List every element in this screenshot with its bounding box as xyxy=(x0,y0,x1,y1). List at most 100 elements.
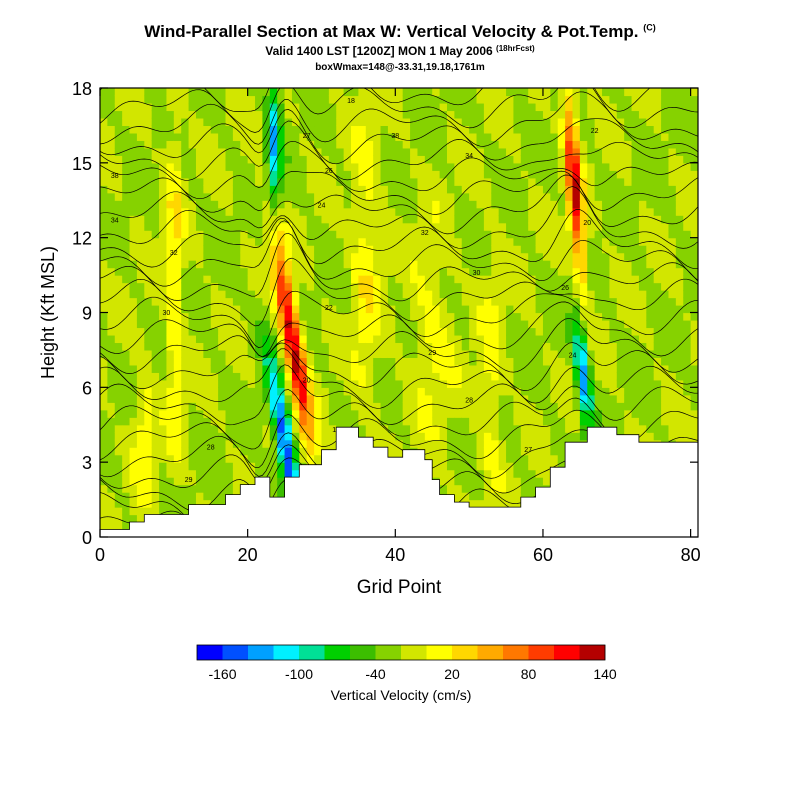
field-cell xyxy=(247,185,256,194)
field-cell xyxy=(542,170,551,179)
field-cell xyxy=(373,170,382,179)
field-cell xyxy=(535,117,544,127)
field-cell xyxy=(683,95,692,104)
field-cell xyxy=(240,462,249,471)
field-cell xyxy=(476,379,485,388)
field-cell xyxy=(557,177,566,186)
field-cell xyxy=(262,424,271,433)
field-cell xyxy=(550,95,559,104)
field-cell xyxy=(476,462,485,471)
field-cell xyxy=(262,117,271,127)
field-cell xyxy=(624,252,633,261)
field-cell xyxy=(520,290,529,299)
field-cell xyxy=(100,267,108,276)
field-cell xyxy=(565,357,574,366)
field-cell xyxy=(291,177,300,186)
field-cell xyxy=(269,477,278,486)
field-cell xyxy=(218,102,227,112)
field-cell xyxy=(107,297,116,306)
field-cell xyxy=(683,364,692,373)
field-cell xyxy=(247,170,256,179)
field-cell xyxy=(579,140,588,149)
field-cell xyxy=(122,327,131,336)
field-cell xyxy=(373,260,382,269)
field-cell xyxy=(218,409,227,418)
field-cell xyxy=(557,260,566,269)
field-cell xyxy=(210,372,219,381)
field-cell xyxy=(432,110,441,119)
field-cell xyxy=(314,319,323,329)
field-cell xyxy=(136,305,145,314)
field-cell xyxy=(446,237,455,246)
field-cell xyxy=(565,342,574,351)
field-cell xyxy=(661,222,670,231)
field-cell xyxy=(476,155,485,164)
field-cell xyxy=(195,252,204,261)
field-cell xyxy=(572,102,581,112)
field-cell xyxy=(114,200,123,209)
colorbar-swatch xyxy=(503,645,529,660)
field-cell xyxy=(114,102,123,112)
field-cell xyxy=(402,192,411,201)
field-cell xyxy=(432,297,441,306)
field-cell xyxy=(210,260,219,269)
field-cell xyxy=(387,147,396,156)
field-cell xyxy=(483,327,492,336)
field-cell xyxy=(203,447,212,456)
field-cell xyxy=(299,387,308,396)
field-cell xyxy=(565,260,574,269)
field-cell xyxy=(565,402,574,411)
field-cell xyxy=(380,222,389,231)
field-cell xyxy=(173,230,182,239)
field-cell xyxy=(100,379,108,388)
field-cell xyxy=(306,95,315,104)
field-cell xyxy=(542,379,551,388)
field-cell xyxy=(594,177,603,186)
field-cell xyxy=(365,245,374,254)
field-cell xyxy=(351,185,359,194)
field-cell xyxy=(653,162,662,171)
field-cell xyxy=(520,334,529,344)
field-cell xyxy=(218,417,227,426)
field-cell xyxy=(624,364,633,373)
field-cell xyxy=(432,192,441,201)
field-cell xyxy=(351,297,359,306)
field-cell xyxy=(232,349,241,358)
field-cell xyxy=(528,447,537,456)
field-cell xyxy=(668,394,677,403)
field-cell xyxy=(454,462,463,471)
field-cell xyxy=(528,102,537,112)
field-cell xyxy=(646,319,655,329)
field-cell xyxy=(661,424,670,433)
field-cell xyxy=(572,432,581,441)
field-cell xyxy=(100,402,108,411)
field-cell xyxy=(321,379,330,388)
field-cell xyxy=(417,297,426,306)
field-cell xyxy=(188,230,197,239)
field-cell xyxy=(483,305,492,314)
field-cell xyxy=(129,297,138,306)
field-cell xyxy=(594,185,603,194)
field-cell xyxy=(255,207,264,216)
field-cell xyxy=(195,424,204,433)
field-cell xyxy=(100,507,108,516)
field-cell xyxy=(269,424,278,433)
field-cell xyxy=(195,379,204,388)
field-cell xyxy=(491,327,500,336)
field-cell xyxy=(203,155,212,164)
field-cell xyxy=(417,162,426,171)
field-cell xyxy=(432,424,441,433)
field-cell xyxy=(528,432,537,441)
field-cell xyxy=(343,252,352,261)
field-cell xyxy=(195,342,204,351)
field-cell xyxy=(173,327,182,336)
field-cell xyxy=(218,402,227,411)
field-cell xyxy=(136,162,145,171)
field-cell xyxy=(506,222,515,231)
field-cell xyxy=(513,484,522,493)
field-cell xyxy=(594,88,603,97)
field-cell xyxy=(122,387,131,396)
field-cell xyxy=(129,447,138,456)
field-cell xyxy=(100,260,108,269)
field-cell xyxy=(395,162,404,171)
